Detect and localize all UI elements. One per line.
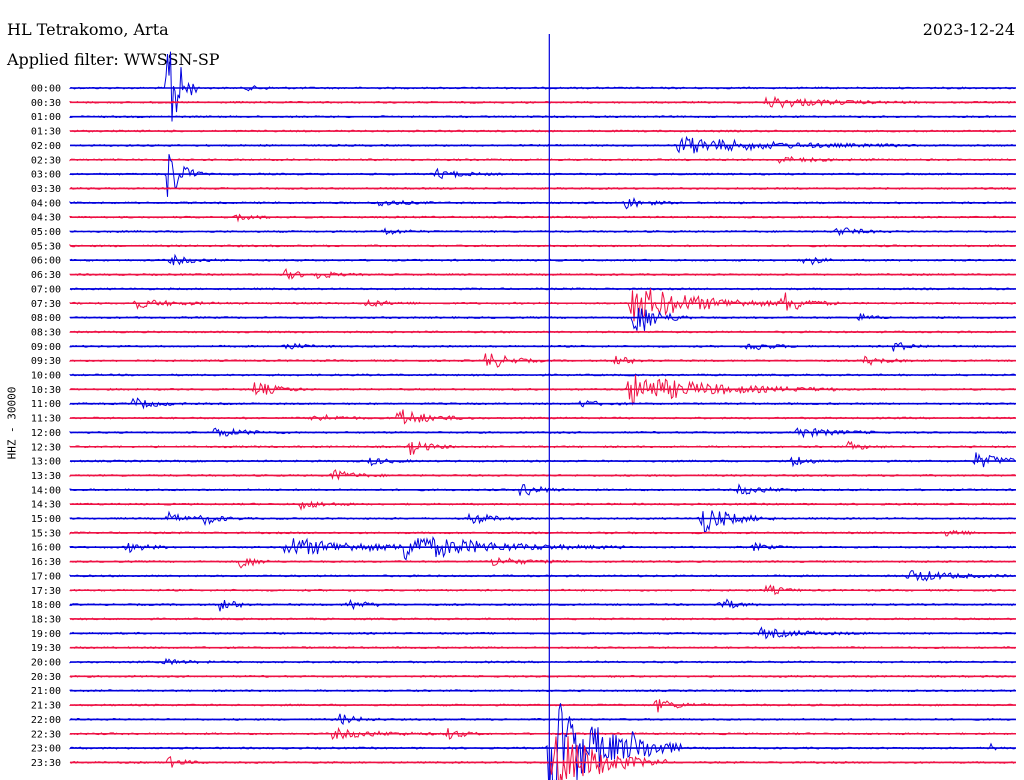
row-time-label: 20:30 — [31, 672, 61, 683]
row-time-label: 11:30 — [31, 414, 61, 425]
row-time-label: 05:30 — [31, 241, 61, 252]
row-time-label: 00:00 — [31, 84, 61, 95]
row-time-label: 15:30 — [31, 528, 61, 539]
row-time-label: 02:30 — [31, 155, 61, 166]
row-time-label: 16:30 — [31, 557, 61, 568]
trace-row — [69, 452, 1016, 468]
row-time-label: 07:30 — [31, 299, 61, 310]
row-time-label: 12:30 — [31, 442, 61, 453]
row-time-label: 08:30 — [31, 327, 61, 338]
row-time-label: 12:00 — [31, 428, 61, 439]
row-time-label: 17:00 — [31, 571, 61, 582]
trace-row — [69, 51, 1016, 122]
trace-row — [69, 556, 1016, 569]
date-label: 2023-12-24 — [922, 20, 1015, 39]
row-time-label: 08:00 — [31, 313, 61, 324]
row-time-label: 17:30 — [31, 586, 61, 597]
row-time-label: 22:00 — [31, 715, 61, 726]
row-time-label: 03:00 — [31, 170, 61, 181]
trace-row — [69, 510, 1016, 533]
row-time-label: 02:00 — [31, 141, 61, 152]
row-time-label: 21:00 — [31, 686, 61, 697]
trace-row — [69, 469, 1016, 481]
row-time-label: 13:30 — [31, 471, 61, 482]
row-time-label: 03:30 — [31, 184, 61, 195]
row-time-label: 23:00 — [31, 744, 61, 755]
row-time-label: 22:30 — [31, 729, 61, 740]
row-time-label: 05:00 — [31, 227, 61, 238]
row-time-label: 09:30 — [31, 356, 61, 367]
trace-row — [69, 440, 1016, 455]
trace-row — [69, 409, 1015, 425]
row-time-label: 21:30 — [31, 701, 61, 712]
trace-row — [69, 500, 1016, 511]
row-time-label: 23:30 — [31, 758, 61, 769]
row-time-label: 15:00 — [31, 514, 61, 525]
row-time-label: 06:30 — [31, 270, 61, 281]
row-time-label: 13:00 — [31, 457, 61, 468]
trace-row — [69, 736, 1016, 780]
row-time-label: 14:30 — [31, 500, 61, 511]
row-time-label: 10:00 — [31, 371, 61, 382]
row-time-label: 01:00 — [31, 112, 61, 123]
row-time-label: 18:30 — [31, 614, 61, 625]
trace-row — [69, 703, 1016, 780]
row-time-label: 01:30 — [31, 127, 61, 138]
row-time-label: 04:00 — [31, 198, 61, 209]
row-time-label: 11:00 — [31, 399, 61, 410]
row-time-label: 10:30 — [31, 385, 61, 396]
row-time-label: 18:00 — [31, 600, 61, 611]
trace-row — [69, 536, 1016, 561]
row-time-label: 06:00 — [31, 256, 61, 267]
row-time-label: 19:30 — [31, 643, 61, 654]
row-time-label: 09:00 — [31, 342, 61, 353]
row-time-label: 00:30 — [31, 98, 61, 109]
station-title: HL Tetrakomo, Arta — [7, 20, 169, 39]
trace-row — [69, 598, 1016, 612]
row-time-label: 19:00 — [31, 629, 61, 640]
row-time-label: 04:30 — [31, 213, 61, 224]
row-time-label: 14:00 — [31, 485, 61, 496]
trace-row — [69, 307, 1016, 331]
row-time-label: 07:00 — [31, 284, 61, 295]
row-time-label: 20:00 — [31, 658, 61, 669]
row-time-label: 16:00 — [31, 543, 61, 554]
